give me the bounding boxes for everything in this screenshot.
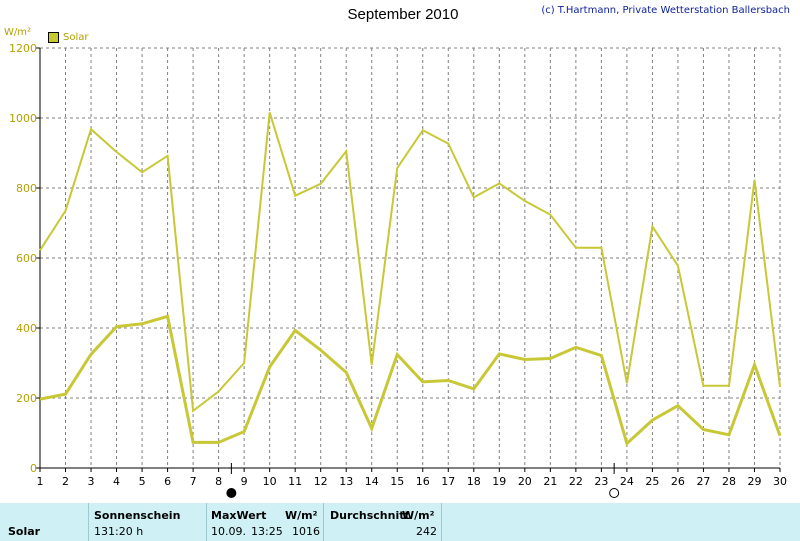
x-tick-label: 21: [543, 475, 557, 488]
legend-swatch: [48, 32, 59, 43]
x-tick-label: 13: [339, 475, 353, 488]
x-tick-label: 17: [441, 475, 455, 488]
x-tick-label: 16: [416, 475, 430, 488]
avg-value: 242: [416, 525, 437, 538]
y-tick-label: 400: [16, 322, 37, 335]
x-tick-label: 28: [722, 475, 736, 488]
y-tick-label: 1200: [9, 42, 37, 55]
x-tick-label: 11: [288, 475, 302, 488]
moon-phase-markers: [226, 463, 620, 498]
grid: [40, 47, 781, 468]
x-tick-label: 1: [37, 475, 44, 488]
x-tick-label: 6: [164, 475, 171, 488]
table-separator: [441, 503, 442, 541]
series-lines: [39, 112, 782, 447]
x-tick-label: 5: [139, 475, 146, 488]
x-tick-label: 24: [620, 475, 634, 488]
y-tick-label: 0: [30, 462, 37, 475]
table-separator: [88, 503, 89, 541]
table-separator: [206, 503, 207, 541]
x-tick-label: 20: [518, 475, 532, 488]
x-tick-label: 19: [492, 475, 506, 488]
max-time: 13:25: [251, 525, 283, 538]
series-line: [39, 314, 782, 447]
x-tick-label: 22: [569, 475, 583, 488]
x-tick-label: 14: [365, 475, 379, 488]
sun-header: Sonnenschein: [94, 509, 181, 522]
x-tick-label: 23: [594, 475, 608, 488]
avg-header: Durchschnitt: [330, 509, 410, 522]
x-tick-label: 10: [263, 475, 277, 488]
axes: [36, 47, 781, 472]
x-tick-label: 30: [773, 475, 787, 488]
max-date: 10.09.: [211, 525, 246, 538]
x-tick-labels: 1 2 3 4 5 6 7 8 9 10 11 12 13 14 15 16 17 18 19 20 21 22 23 24 2…: [37, 475, 788, 488]
x-tick-label: 9: [241, 475, 248, 488]
chart-title: September 2010: [347, 6, 459, 23]
max-unit: W/m²: [285, 509, 318, 522]
x-tick-label: 12: [314, 475, 328, 488]
y-tick-label: 200: [16, 392, 37, 405]
y-tick-label: 1000: [9, 112, 37, 125]
x-tick-label: 27: [696, 475, 710, 488]
x-tick-label: 25: [645, 475, 659, 488]
full-moon-icon: [609, 488, 620, 498]
sun-value: 131:20 h: [94, 525, 144, 538]
x-tick-label: 4: [113, 475, 120, 488]
x-tick-label: 3: [88, 475, 95, 488]
y-axis-unit: W/m²: [4, 27, 32, 38]
x-tick-label: 18: [467, 475, 481, 488]
y-tick-labels: 0 200 400 600 800 1000 1200: [9, 42, 37, 475]
y-tick-label: 800: [16, 182, 37, 195]
credit-text: (c) T.Hartmann, Private Wetterstation Ba…: [541, 5, 790, 16]
legend-label: Solar: [63, 32, 89, 43]
max-value: 1016: [292, 525, 320, 538]
x-tick-label: 2: [62, 475, 69, 488]
table-row-label: Solar: [8, 525, 41, 538]
max-header: MaxWert: [211, 509, 267, 522]
legend: Solar: [48, 32, 88, 43]
avg-unit: W/m²: [402, 509, 435, 522]
new-moon-icon: [226, 488, 237, 498]
x-tick-label: 7: [190, 475, 197, 488]
y-tick-label: 600: [16, 252, 37, 265]
table-separator: [323, 503, 324, 541]
x-tick-label: 8: [215, 475, 222, 488]
series-line: [39, 112, 781, 413]
x-tick-label: 29: [747, 475, 761, 488]
x-tick-label: 26: [671, 475, 685, 488]
x-tick-label: 15: [390, 475, 404, 488]
summary-table: [0, 503, 800, 541]
